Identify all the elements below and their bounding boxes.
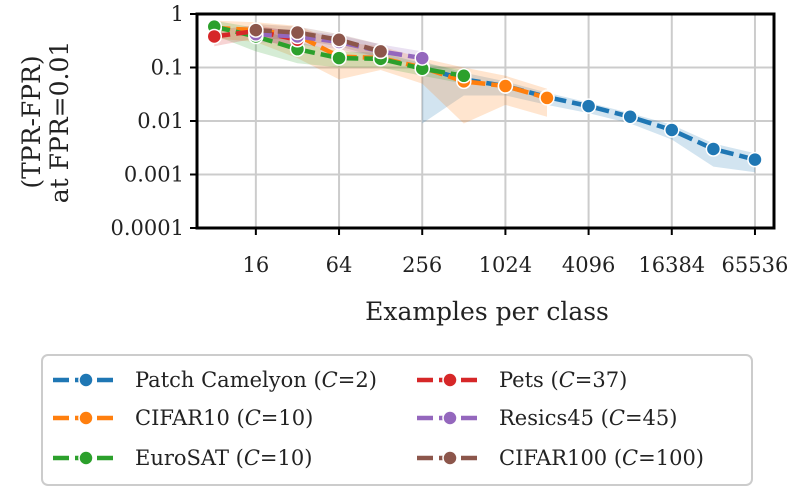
legend-marker-eurosat (78, 450, 94, 466)
point-pets (206, 28, 223, 45)
x-tick-label: 1024 (479, 253, 532, 277)
x-tick-label: 65536 (722, 253, 789, 277)
point-patch-camelyon (747, 151, 763, 168)
point-cifar10 (539, 90, 555, 106)
legend-marker-patch-camelyon (78, 372, 94, 388)
legend-class-symbol: C (609, 406, 625, 430)
point-cifar100 (372, 43, 389, 60)
legend: Patch Camelyon (C=2) CIFAR10 (C=10) EuroSA… (41, 354, 753, 486)
line-resics45 (255, 31, 423, 61)
series-points (206, 18, 763, 168)
legend-label-cifar100: CIFAR100 (C=100) (499, 446, 704, 470)
y-tick-label: 0.001 (124, 163, 184, 187)
legend-label-eurosat: EuroSAT (C=10) (135, 446, 312, 470)
legend-frame (41, 354, 753, 486)
legend-class-symbol: C (244, 446, 260, 470)
point-patch-camelyon (664, 122, 680, 138)
legend-label-patch-camelyon: Patch Camelyon (C=2) (135, 368, 377, 392)
x-tick-label: 256 (402, 253, 442, 277)
legend-label-pets: Pets (C=37) (499, 368, 627, 392)
y-axis-title-line1: (TPR-FPR) (17, 55, 46, 188)
legend-marker-resics45 (442, 410, 458, 426)
point-cifar100 (248, 22, 264, 38)
x-tick-label: 16384 (638, 253, 705, 277)
legend-class-symbol: C (622, 446, 638, 470)
y-axis-title-line2: at FPR=0.01 (45, 41, 74, 204)
x-tick-label: 64 (326, 253, 353, 277)
y-tick-label: 1 (171, 2, 184, 26)
point-cifar100 (289, 24, 306, 41)
legend-marker-pets (442, 372, 458, 388)
point-cifar100 (331, 32, 347, 48)
legend-class-symbol: C (245, 406, 261, 430)
x-tick-label: 4096 (562, 253, 615, 277)
point-resics45 (414, 50, 430, 66)
y-tick-label: 0.0001 (111, 216, 184, 240)
point-patch-camelyon (580, 98, 597, 114)
legend-label-resics45: Resics45 (C=45) (499, 406, 677, 430)
y-tick-label: 0.1 (151, 56, 184, 80)
point-cifar10 (497, 78, 514, 94)
legend-label-cifar10: CIFAR10 (C=10) (135, 406, 313, 430)
point-eurosat (456, 68, 472, 84)
x-axis-title: Examples per class (365, 297, 609, 326)
x-tick-label: 16 (242, 253, 269, 277)
point-patch-camelyon (622, 109, 638, 125)
legend-marker-cifar100 (442, 450, 458, 466)
point-eurosat (331, 50, 347, 66)
ticks: 16 64 256 1024 4096 16384 65536 0.0001 0.001 0.01… (111, 2, 789, 277)
y-tick-label: 0.01 (137, 109, 184, 133)
legend-class-symbol: C (322, 368, 338, 392)
point-patch-camelyon (705, 141, 722, 157)
legend-class-symbol: C (559, 368, 575, 392)
legend-marker-cifar10 (78, 410, 94, 426)
